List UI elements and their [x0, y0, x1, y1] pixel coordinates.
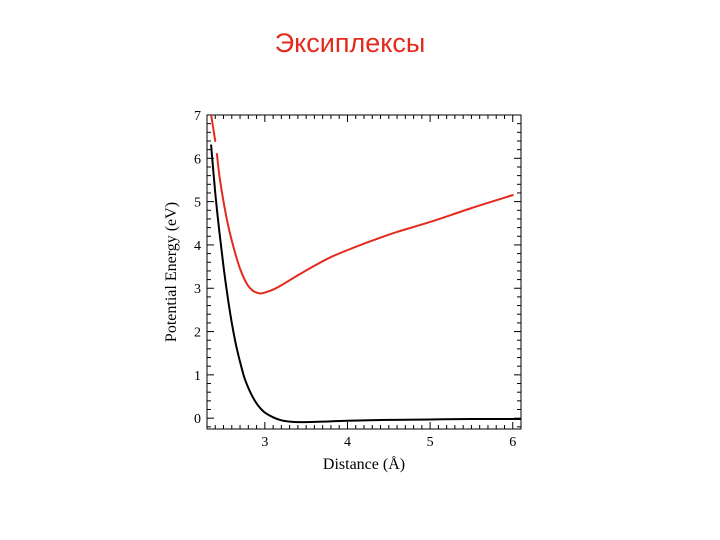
slide-title: Эксиплексы	[274, 28, 426, 58]
x-tick-label: 3	[261, 435, 268, 450]
y-tick-label: 3	[194, 282, 201, 297]
x-tick-label: 4	[344, 435, 351, 450]
series-line-0	[210, 144, 521, 424]
y-axis-label: Potential Energy (eV)	[163, 202, 180, 342]
series-line-2	[210, 115, 217, 142]
x-tick-label: 6	[509, 435, 516, 450]
plot-frame	[206, 114, 522, 430]
y-tick-label: 5	[194, 196, 201, 211]
y-tick-label: 6	[194, 152, 201, 167]
y-tick-label: 1	[194, 369, 201, 384]
x-axis-label: Distance (Å)	[323, 455, 405, 473]
series-line-1	[215, 152, 514, 295]
y-tick-label: 7	[194, 109, 201, 124]
y-tick-label: 2	[194, 326, 201, 341]
y-tick-label: 4	[194, 239, 201, 254]
x-tick-label: 5	[427, 435, 434, 450]
y-tick-label: 0	[194, 412, 201, 427]
